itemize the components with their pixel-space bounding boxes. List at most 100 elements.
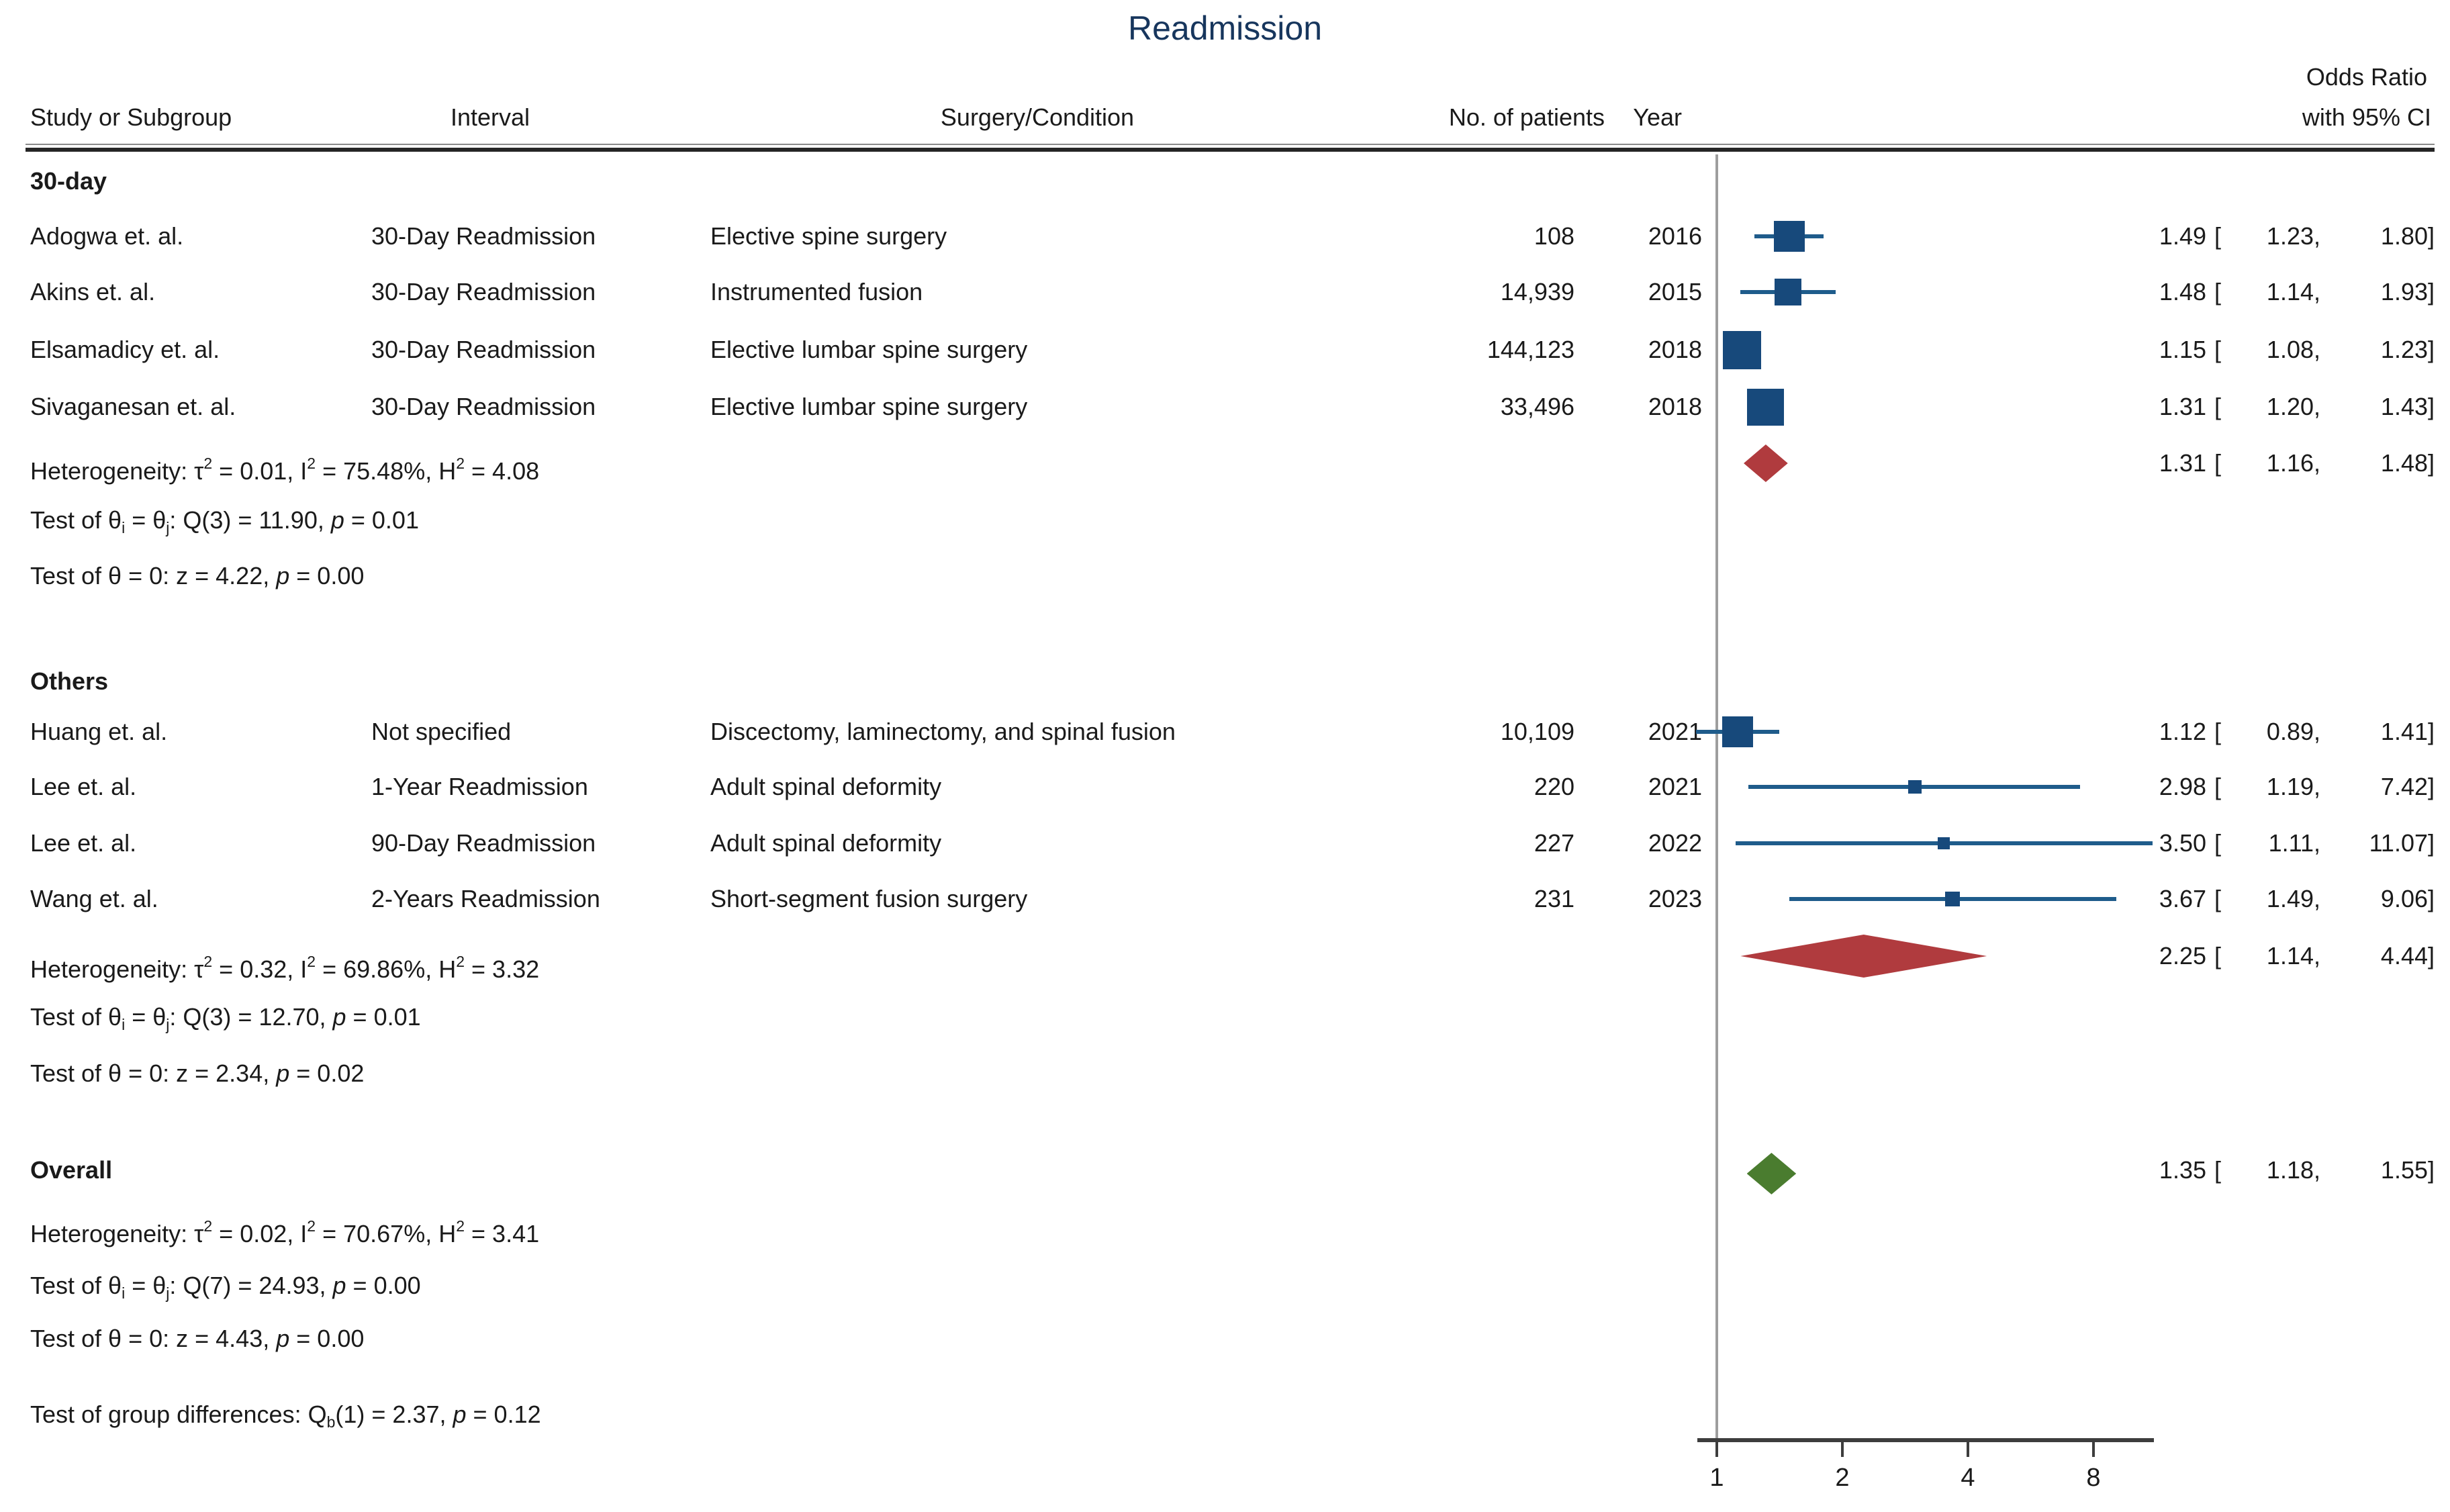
study-name: Akins et. al. [30, 278, 156, 305]
stats-segment: = 0.00 [346, 1272, 421, 1299]
ci-text: 1.48 [1.14, 1.93] [2139, 277, 2435, 308]
group-label: 30-day [30, 167, 107, 195]
patients-cell: 108 [1534, 222, 1574, 250]
ci-lower: 1.49, [2266, 885, 2320, 912]
ci-estimate: 3.67 [2159, 885, 2206, 912]
ci-text: 1.15 [1.08, 1.23] [2139, 334, 2435, 365]
ci-text: 1.35 [1.18, 1.55] [2139, 1155, 2435, 1186]
stats-segment: j [166, 1016, 170, 1033]
ci-text: 2.98 [1.19, 7.42] [2139, 771, 2435, 802]
ci-open-bracket: [ [2214, 942, 2221, 970]
study-name: Lee et. al. [30, 773, 137, 800]
column-header-or-line2: with 95% CI [2302, 103, 2431, 131]
stats-segment: p [332, 1003, 346, 1031]
stats-segment: Heterogeneity: τ [30, 955, 204, 983]
ci-lower: 0.89, [2266, 718, 2320, 745]
stats-segment: i [122, 1284, 126, 1302]
ci-upper: 1.41] [2380, 718, 2435, 745]
stats-segment: j [166, 1284, 170, 1302]
interval-cell: 30-Day Readmission [371, 222, 596, 250]
ci-open-bracket: [ [2214, 449, 2221, 477]
stats-segment: = 0.02, I [212, 1220, 308, 1247]
patients-cell: 231 [1534, 885, 1574, 912]
stats-segment: = 3.32 [465, 955, 540, 983]
ci-upper: 1.80] [2380, 222, 2435, 250]
surgery-cell: Elective spine surgery [710, 222, 947, 250]
stats-segment: 2 [307, 953, 316, 970]
stats-segment: Heterogeneity: τ [30, 457, 204, 485]
column-header-patients: No. of patients [1448, 103, 1605, 131]
stats-segment: 2 [456, 1217, 465, 1235]
ci-lower: 1.16, [2266, 449, 2320, 477]
stats-segment: = 0.00 [289, 562, 365, 589]
year-cell: 2022 [1648, 829, 1702, 857]
patients-cell: 144,123 [1487, 336, 1574, 363]
ci-upper: 9.06] [2380, 885, 2435, 912]
ci-estimate: 1.31 [2159, 393, 2206, 420]
header-rule [26, 144, 2435, 152]
study-name: Sivaganesan et. al. [30, 393, 236, 420]
patients-cell: 227 [1534, 829, 1574, 857]
column-header-or-line1: Odds Ratio [2306, 63, 2427, 91]
overall-diamond [1746, 1153, 1797, 1194]
year-cell: 2018 [1648, 336, 1702, 363]
ci-text: 1.12 [0.89, 1.41] [2139, 716, 2435, 747]
stats-line: Test of θi = θj: Q(7) = 24.93, p = 0.00 [30, 1270, 421, 1302]
ci-text: 1.49 [1.23, 1.80] [2139, 221, 2435, 252]
ci-open-bracket: [ [2214, 222, 2221, 250]
stats-segment: = 0.12 [466, 1401, 541, 1428]
stats-segment: 2 [203, 455, 213, 472]
stats-segment: Test of θ [30, 506, 122, 534]
ci-text: 1.31 [1.16, 1.48] [2139, 448, 2435, 479]
stats-line: Test of θ = 0: z = 4.22, p = 0.00 [30, 561, 364, 592]
stats-segment: p [332, 1272, 346, 1299]
ci-open-bracket: [ [2214, 773, 2221, 800]
stats-segment: : Q(3) = 12.70, [169, 1003, 333, 1031]
ci-estimate: 1.31 [2159, 449, 2206, 477]
stats-segment: 2 [307, 455, 316, 472]
x-tick-label: 2 [1835, 1464, 1850, 1492]
effect-square [1937, 837, 1950, 849]
stats-segment: = 0.32, I [212, 955, 308, 983]
ci-estimate: 1.49 [2159, 222, 2206, 250]
stats-segment: = 0.01 [346, 1003, 421, 1031]
x-tick [2092, 1442, 2095, 1457]
x-tick [1715, 1442, 1718, 1457]
ci-upper: 4.44] [2380, 942, 2435, 970]
ci-upper: 1.55] [2380, 1156, 2435, 1184]
stats-segment: (1) = 2.37, [335, 1401, 453, 1428]
year-cell: 2021 [1648, 718, 1702, 745]
ci-estimate: 2.98 [2159, 773, 2206, 800]
stats-segment: Test of θ = 0: z = 2.34, [30, 1059, 277, 1087]
ci-open-bracket: [ [2214, 336, 2221, 363]
ci-estimate: 1.35 [2159, 1156, 2206, 1184]
ci-estimate: 3.50 [2159, 829, 2206, 857]
stats-segment: = 69.86%, H [316, 955, 457, 983]
ci-lower: 1.18, [2266, 1156, 2320, 1184]
stats-segment: 2 [456, 455, 465, 472]
stats-segment: = 75.48%, H [316, 457, 457, 485]
ci-text: 1.31 [1.20, 1.43] [2139, 391, 2435, 422]
ci-upper: 1.93] [2380, 278, 2435, 305]
group-label: Others [30, 667, 109, 695]
surgery-cell: Elective lumbar spine surgery [710, 393, 1028, 420]
effect-square [1907, 780, 1922, 794]
ci-open-bracket: [ [2214, 278, 2221, 305]
x-axis [1697, 1438, 2154, 1442]
stats-segment: p [276, 562, 290, 589]
stats-segment: : Q(3) = 11.90, [169, 506, 331, 534]
stats-line: Test of θ = 0: z = 4.43, p = 0.00 [30, 1323, 364, 1354]
chart-title: Readmission [1127, 9, 1322, 47]
ci-upper: 1.48] [2380, 449, 2435, 477]
ci-lower: 1.20, [2266, 393, 2320, 420]
x-tick-label: 4 [1961, 1464, 1975, 1492]
surgery-cell: Adult spinal deformity [710, 773, 942, 800]
stats-segment: 2 [203, 953, 213, 970]
interval-cell: 30-Day Readmission [371, 336, 596, 363]
column-header-interval: Interval [451, 103, 530, 131]
stats-segment: = θ [125, 506, 167, 534]
surgery-cell: Elective lumbar spine surgery [710, 336, 1028, 363]
year-cell: 2016 [1648, 222, 1702, 250]
surgery-cell: Adult spinal deformity [710, 829, 942, 857]
ci-text: 3.67 [1.49, 9.06] [2139, 884, 2435, 914]
